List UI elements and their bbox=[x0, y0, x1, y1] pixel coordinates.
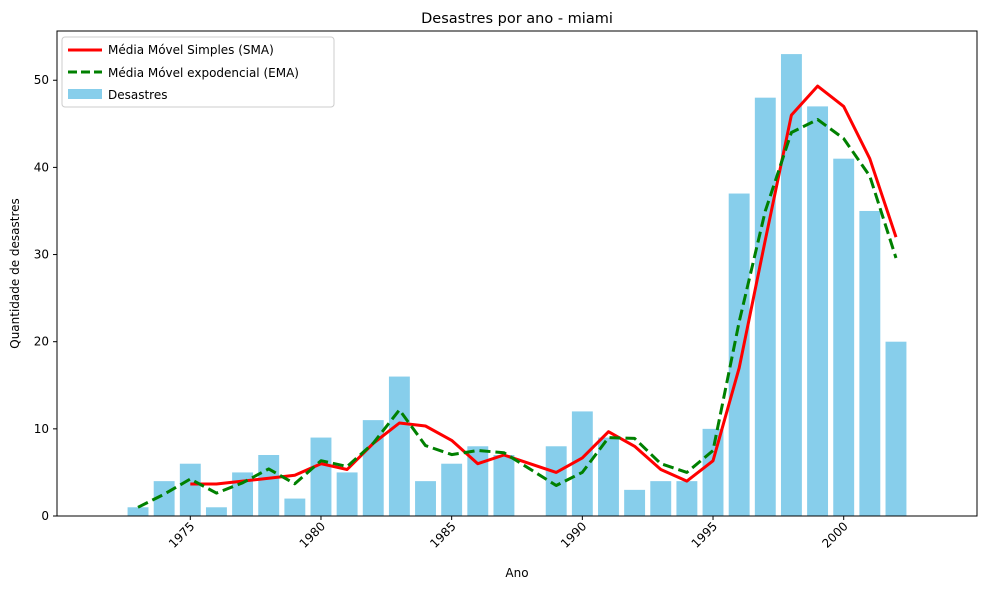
y-tick-label-0: 0 bbox=[41, 509, 49, 523]
bar-1992 bbox=[624, 489, 646, 516]
bar-1993 bbox=[650, 481, 672, 516]
y-axis: 0 10 20 30 40 50 bbox=[34, 73, 57, 523]
bar-1985 bbox=[441, 463, 463, 516]
legend-label-ema: Média Móvel expodencial (EMA) bbox=[108, 66, 299, 80]
legend: Média Móvel Simples (SMA) Média Móvel ex… bbox=[61, 36, 335, 108]
bar-1981 bbox=[336, 472, 358, 516]
legend-label-desastres: Desastres bbox=[108, 88, 168, 102]
bar-1995 bbox=[702, 428, 724, 516]
plot-frame bbox=[56, 30, 978, 517]
bar-1986 bbox=[467, 446, 489, 516]
bar-1994 bbox=[676, 481, 698, 516]
bar-1980 bbox=[310, 437, 332, 516]
bar-1973 bbox=[127, 507, 149, 516]
lines-group bbox=[137, 84, 898, 509]
bar-1975 bbox=[179, 463, 201, 516]
bar-1998 bbox=[780, 54, 802, 516]
y-axis-title: Quantidade de desastres bbox=[8, 198, 22, 349]
legend-swatch-desastres bbox=[68, 89, 102, 99]
bar-1999 bbox=[807, 106, 829, 516]
y-tick-label-40: 40 bbox=[34, 160, 49, 174]
x-axis-title: Ano bbox=[505, 566, 528, 580]
legend-box bbox=[61, 36, 335, 108]
bar-1979 bbox=[284, 498, 306, 516]
bar-1996 bbox=[728, 193, 750, 516]
y-tick-label-10: 10 bbox=[34, 422, 49, 436]
bar-2001 bbox=[859, 210, 881, 516]
bar-2000 bbox=[833, 158, 855, 517]
legend-label-sma: Média Móvel Simples (SMA) bbox=[108, 43, 274, 57]
y-tick-label-50: 50 bbox=[34, 73, 49, 87]
bar-2002 bbox=[885, 341, 907, 516]
bar-1976 bbox=[205, 507, 227, 516]
bar-1987 bbox=[493, 454, 515, 516]
bar-1991 bbox=[598, 437, 619, 516]
bar-1997 bbox=[754, 97, 776, 517]
bar-1984 bbox=[415, 481, 436, 516]
bar-1978 bbox=[258, 454, 280, 516]
bar-1989 bbox=[545, 446, 567, 516]
bar-1990 bbox=[571, 411, 593, 516]
bar-1982 bbox=[362, 420, 384, 516]
chart-title: Desastres por ano - miami bbox=[421, 11, 613, 27]
y-tick-label-20: 20 bbox=[34, 335, 49, 349]
y-tick-label-30: 30 bbox=[34, 248, 49, 262]
bars-group bbox=[127, 54, 907, 517]
line-ema bbox=[137, 118, 898, 509]
bar-1983 bbox=[388, 376, 410, 516]
